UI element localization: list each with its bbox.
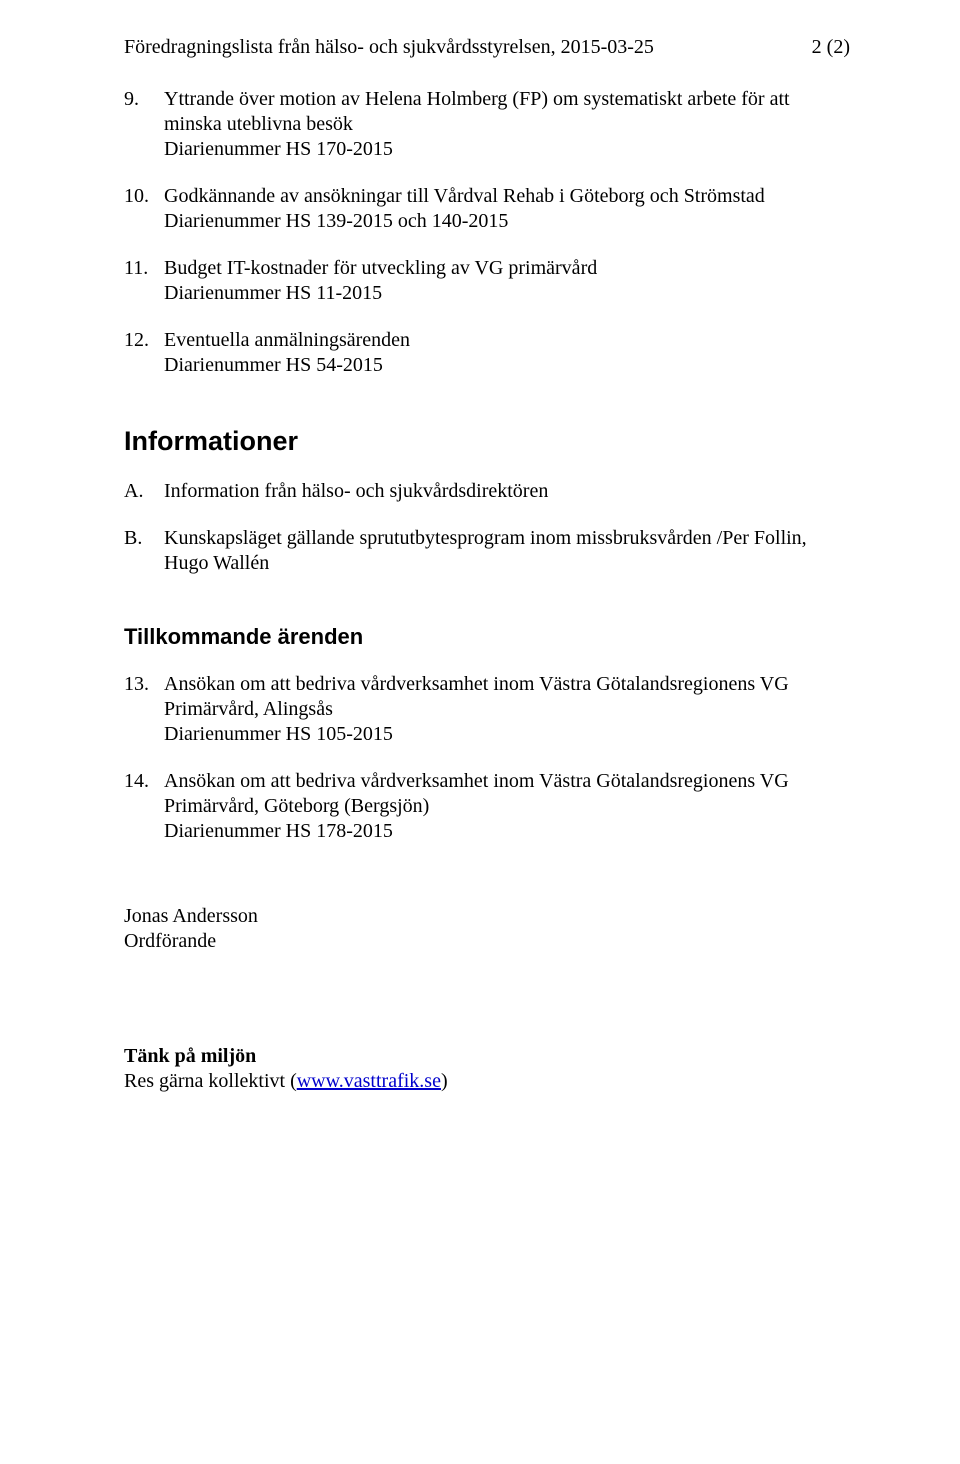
agenda-item: 10. Godkännande av ansökningar till Vård…: [124, 184, 850, 234]
agenda-item: 14. Ansökan om att bedriva vårdverksamhe…: [124, 769, 850, 844]
item-text: Kunskapsläget gällande sprututbytesprogr…: [164, 527, 807, 574]
item-diar: Diarienummer HS 139-2015 och 140-2015: [164, 210, 508, 232]
item-title: Ansökan om att bedriva vårdverksamhet in…: [164, 673, 789, 720]
item-number: 13.: [124, 672, 149, 697]
agenda-list-part1: 9. Yttrande över motion av Helena Holmbe…: [124, 87, 850, 378]
item-title: Eventuella anmälningsärenden: [164, 329, 410, 351]
agenda-item: 12. Eventuella anmälningsärenden Diarien…: [124, 328, 850, 378]
item-diar: Diarienummer HS 178-2015: [164, 820, 393, 842]
info-item: B. Kunskapsläget gällande sprututbytespr…: [124, 526, 850, 576]
item-diar: Diarienummer HS 170-2015: [164, 138, 393, 160]
page-number: 2 (2): [812, 36, 850, 59]
page-header: Föredragningslista från hälso- och sjukv…: [124, 36, 850, 59]
item-text: Information från hälso- och sjukvårdsdir…: [164, 480, 548, 502]
tillkommande-list: 13. Ansökan om att bedriva vårdverksamhe…: [124, 672, 850, 844]
info-item: A. Information från hälso- och sjukvårds…: [124, 479, 850, 504]
header-title: Föredragningslista från hälso- och sjukv…: [124, 36, 654, 58]
footer-text-post: ): [441, 1070, 448, 1092]
item-diar: Diarienummer HS 54-2015: [164, 354, 383, 376]
item-title: Ansökan om att bedriva vårdverksamhet in…: [164, 770, 789, 817]
signature-block: Jonas Andersson Ordförande: [124, 904, 850, 954]
item-number: 10.: [124, 184, 149, 209]
signature-role: Ordförande: [124, 930, 216, 952]
item-diar: Diarienummer HS 11-2015: [164, 282, 382, 304]
page: Föredragningslista från hälso- och sjukv…: [0, 0, 960, 1464]
item-number: 12.: [124, 328, 149, 353]
item-number: 14.: [124, 769, 149, 794]
footer-text-pre: Res gärna kollektivt (: [124, 1070, 297, 1092]
footer-bold: Tänk på miljön: [124, 1045, 256, 1067]
agenda-item: 11. Budget IT-kostnader för utveckling a…: [124, 256, 850, 306]
signature-name: Jonas Andersson: [124, 905, 258, 927]
section-heading-tillkommande: Tillkommande ärenden: [124, 624, 850, 650]
item-number: 11.: [124, 256, 148, 281]
item-letter: A.: [124, 479, 143, 504]
agenda-item: 13. Ansökan om att bedriva vårdverksamhe…: [124, 672, 850, 747]
item-letter: B.: [124, 526, 142, 551]
footer-link[interactable]: www.vasttrafik.se: [297, 1070, 441, 1092]
item-title: Budget IT-kostnader för utveckling av VG…: [164, 257, 597, 279]
informationer-list: A. Information från hälso- och sjukvårds…: [124, 479, 850, 576]
agenda-item: 9. Yttrande över motion av Helena Holmbe…: [124, 87, 850, 162]
item-title: Godkännande av ansökningar till Vårdval …: [164, 185, 765, 207]
item-title: Yttrande över motion av Helena Holmberg …: [164, 88, 790, 135]
item-number: 9.: [124, 87, 139, 112]
section-heading-informationer: Informationer: [124, 426, 850, 457]
footer-block: Tänk på miljön Res gärna kollektivt (www…: [124, 1044, 850, 1094]
item-diar: Diarienummer HS 105-2015: [164, 723, 393, 745]
